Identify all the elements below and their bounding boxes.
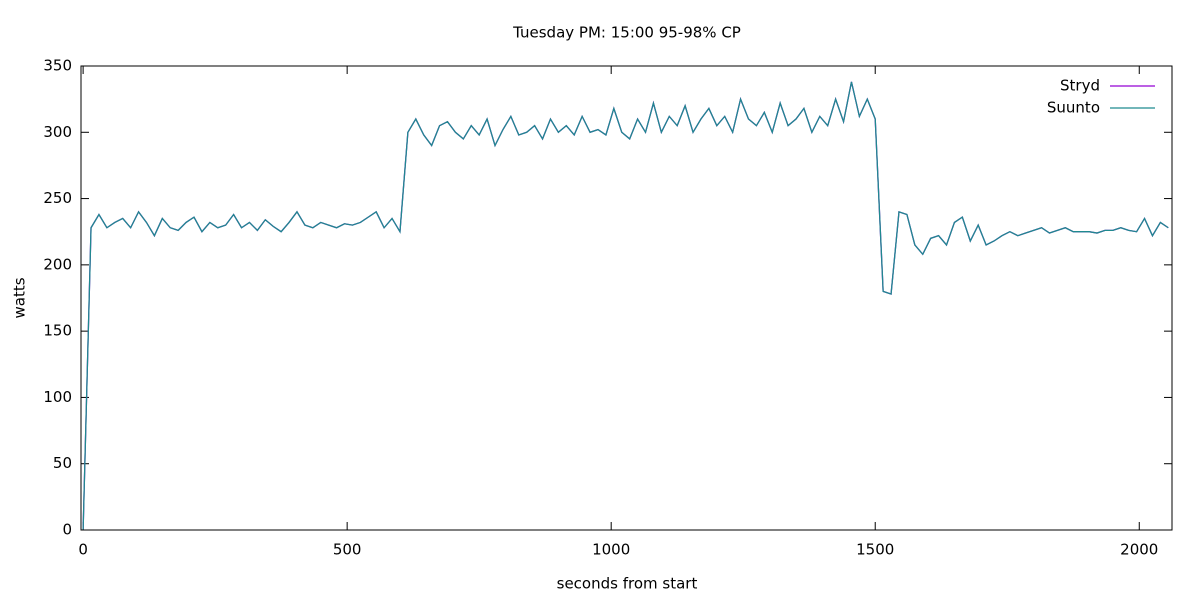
x-tick-label: 1000 bbox=[592, 541, 630, 559]
y-tick-label: 250 bbox=[43, 189, 72, 207]
y-tick-label: 200 bbox=[43, 255, 72, 273]
x-tick-label: 0 bbox=[78, 541, 88, 559]
y-tick-label: 350 bbox=[43, 57, 72, 75]
y-tick-label: 0 bbox=[62, 521, 72, 539]
x-tick-label: 2000 bbox=[1120, 541, 1158, 559]
y-tick-label: 300 bbox=[43, 123, 72, 141]
x-axis-label: seconds from start bbox=[557, 575, 698, 593]
plot-frame bbox=[80, 65, 1173, 531]
line-series bbox=[82, 81, 1169, 531]
legend-label: Suunto bbox=[1047, 99, 1100, 117]
x-tick-label: 500 bbox=[333, 541, 362, 559]
y-axis-label: watts bbox=[11, 277, 29, 318]
x-tick-label: 1500 bbox=[856, 541, 894, 559]
y-tick-label: 150 bbox=[43, 322, 72, 340]
y-tick-label: 50 bbox=[53, 454, 72, 472]
chart-title: Tuesday PM: 15:00 95-98% CP bbox=[512, 24, 741, 42]
legend-label: Stryd bbox=[1060, 77, 1100, 95]
line-series bbox=[82, 81, 1169, 531]
y-tick-label: 100 bbox=[43, 388, 72, 406]
